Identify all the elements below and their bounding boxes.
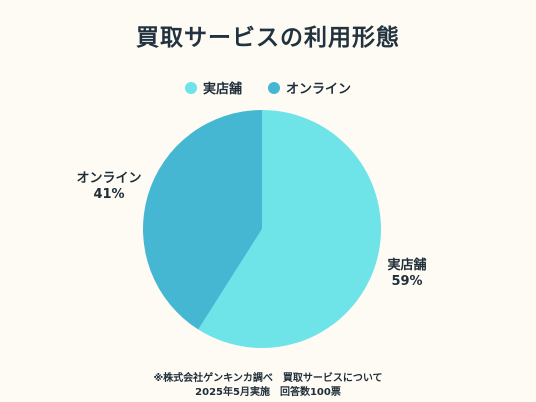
slice-label-online-name: オンライン: [76, 171, 142, 186]
chart-title: 買取サービスの利用形態: [136, 25, 400, 51]
legend-item-online: オンライン: [268, 78, 351, 97]
legend-label-online: オンライン: [286, 82, 352, 97]
pie-slice-online: [142, 110, 262, 330]
slice-label-online: オンライン 41%: [66, 171, 152, 203]
slice-label-store-value: 59%: [391, 274, 423, 289]
footnote-line-1: ※株式会社ゲンキンカ調べ 買取サービスについて: [153, 373, 383, 384]
legend-label-store: 実店舗: [202, 82, 242, 97]
slice-label-online-value: 41%: [93, 187, 125, 202]
slice-label-store: 実店舗 59%: [372, 258, 442, 290]
legend-item-store: 実店舗: [184, 78, 242, 97]
pie-slice-store: [198, 110, 381, 348]
legend-swatch-online: [268, 81, 280, 94]
legend: 実店舗 オンライン: [0, 78, 536, 97]
slice-label-store-name: 実店舗: [387, 258, 427, 273]
legend-swatch-store: [184, 81, 197, 94]
footnote-line-2: 2025年5月実施 回答数100票: [195, 387, 341, 398]
